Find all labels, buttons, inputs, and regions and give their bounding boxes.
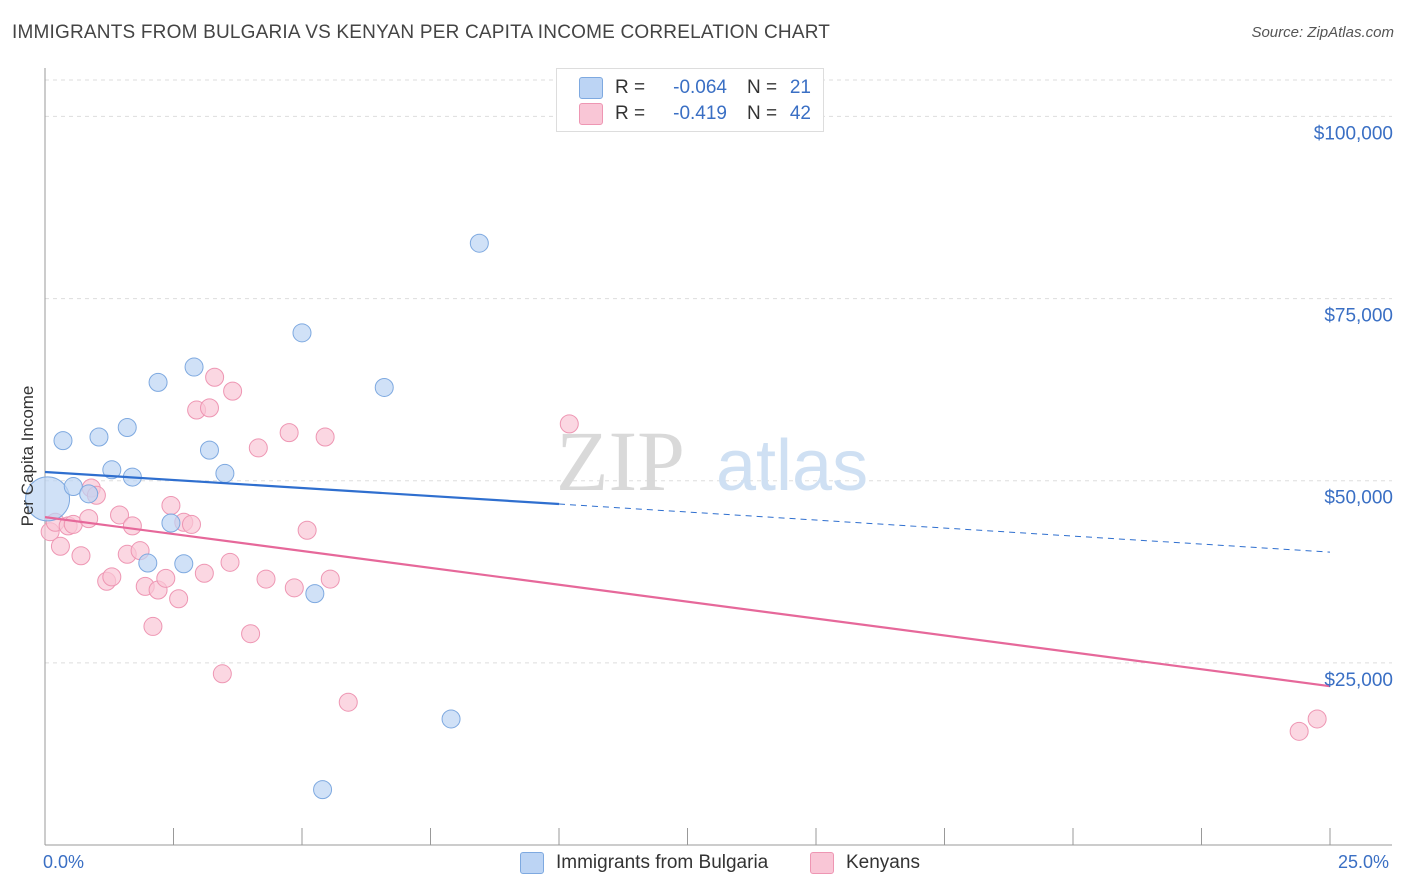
y-axis-label: Per Capita Income [18, 385, 37, 527]
kenyans-point [181, 514, 201, 534]
stats-row-bulgaria: R = -0.064 N = 21 [579, 76, 811, 100]
x-tick-max: 25.0% [1338, 852, 1390, 872]
kenyans-point [320, 569, 340, 589]
x-tick-min: 0.0% [43, 852, 85, 872]
bulgaria-point [184, 357, 204, 377]
stats-legend: R = -0.064 N = 21 R = -0.419 N = 42 [556, 68, 824, 132]
n-value: 21 [789, 77, 811, 98]
kenyans-point [102, 567, 122, 587]
bulgaria-point [469, 233, 489, 253]
bulgaria-point [89, 427, 109, 447]
y-tick-label: $75,000 [1324, 306, 1393, 327]
legend-swatch-pink [579, 103, 603, 125]
legend-swatch-blue [579, 77, 603, 99]
kenyans-point [241, 624, 261, 644]
bulgaria-trend-line [44, 470, 560, 506]
r-value: -0.064 [673, 77, 727, 98]
bulgaria-point [199, 440, 219, 460]
kenyans-point [212, 664, 232, 684]
bulgaria-point [292, 323, 312, 343]
bulgaria-point [161, 513, 181, 533]
kenyans-point [110, 505, 130, 525]
bulgaria-point [174, 554, 194, 574]
bulgaria-point [305, 584, 325, 604]
kenyans-point [79, 509, 99, 529]
kenyans-point [1307, 709, 1327, 729]
source-label: Source: ZipAtlas.com [1251, 24, 1394, 41]
legend-swatch-pink [810, 852, 834, 874]
r-label: R = [615, 77, 646, 98]
kenyans-point [71, 546, 91, 566]
trend-lines [44, 470, 1331, 688]
kenyans-point [143, 616, 163, 636]
bulgaria-point [138, 553, 158, 573]
y-tick-labels: $25,000 $50,000 $75,000 $100,000 [1314, 123, 1393, 690]
kenyans-point [199, 398, 219, 418]
stats-row-kenyans: R = -0.419 N = 42 [579, 102, 811, 126]
kenyans-point [1289, 721, 1309, 741]
kenyans-point [223, 381, 243, 401]
kenyans-point [297, 520, 317, 540]
legend-label-kenyans: Kenyans [846, 852, 920, 873]
legend-label-bulgaria: Immigrants from Bulgaria [556, 852, 769, 873]
kenyans-point [559, 414, 579, 434]
kenyans-points [40, 367, 1327, 741]
watermark: ZIP atlas [556, 413, 868, 509]
bulgaria-point [374, 377, 394, 397]
legend-item-bulgaria: Immigrants from Bulgaria [520, 852, 768, 874]
kenyans-point [315, 427, 335, 447]
kenyans-point [256, 569, 276, 589]
bulgaria-point [25, 476, 71, 522]
kenyans-point [50, 536, 70, 556]
kenyans-trend-line [44, 516, 1331, 688]
bulgaria-points [25, 233, 489, 800]
watermark-zip: ZIP [556, 413, 685, 509]
n-label: N = [747, 77, 778, 98]
kenyans-point [161, 495, 181, 515]
bulgaria-point [63, 477, 83, 497]
y-tick-label: $50,000 [1324, 488, 1393, 509]
n-value: 42 [789, 103, 811, 124]
watermark-atlas: atlas [716, 426, 868, 506]
kenyans-point [279, 423, 299, 443]
bulgaria-point [148, 372, 168, 392]
legend-item-kenyans: Kenyans [810, 852, 920, 874]
bulgaria-point [117, 418, 137, 438]
bulgaria-point [79, 484, 99, 504]
bulgaria-trend-extension [558, 503, 1331, 553]
y-tick-label: $25,000 [1324, 670, 1393, 691]
kenyans-point [169, 589, 189, 609]
axes [44, 68, 1392, 846]
bulgaria-point [215, 463, 235, 483]
bulgaria-point [102, 460, 122, 480]
kenyans-point [194, 563, 214, 583]
bulgaria-point [441, 709, 461, 729]
y-tick-label: $100,000 [1314, 123, 1393, 144]
n-label: N = [747, 103, 778, 124]
chart-title: IMMIGRANTS FROM BULGARIA VS KENYAN PER C… [12, 22, 831, 43]
r-label: R = [615, 103, 646, 124]
kenyans-point [338, 692, 358, 712]
bulgaria-point [53, 431, 73, 451]
bulgaria-point [313, 780, 333, 800]
kenyans-point [248, 438, 268, 458]
kenyans-point [205, 367, 225, 387]
kenyans-point [122, 516, 142, 536]
kenyans-point [284, 578, 304, 598]
legend-swatch-blue [520, 852, 544, 874]
r-value: -0.419 [673, 103, 727, 124]
kenyans-point [220, 552, 240, 572]
kenyans-point [156, 568, 176, 588]
grid-lines [45, 79, 1392, 664]
